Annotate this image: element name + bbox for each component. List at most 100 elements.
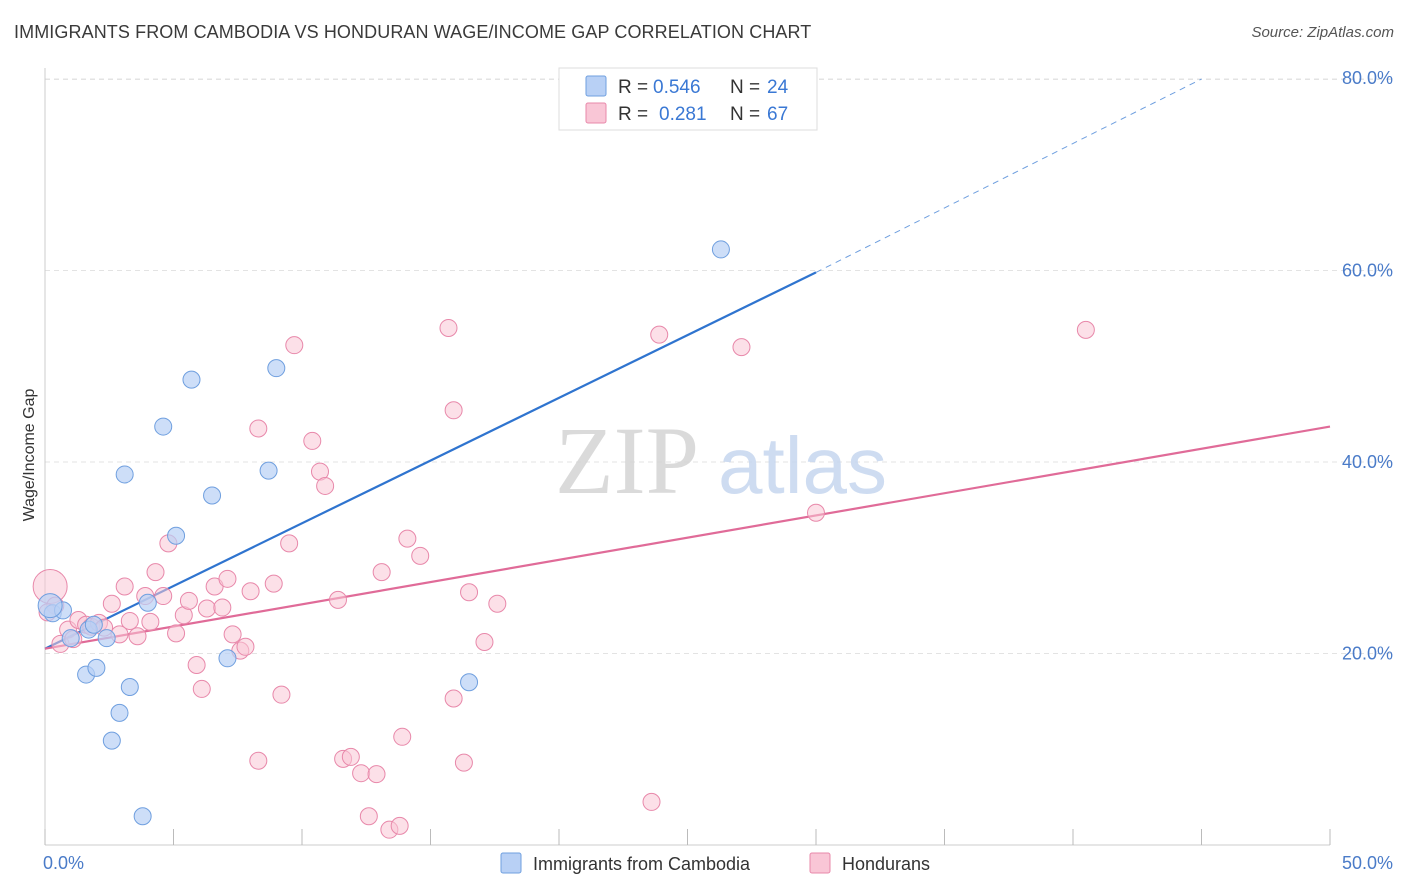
point-hondurans [444,401,463,420]
point-hondurans [102,594,121,613]
watermark: ZIP atlas [555,407,887,514]
point-cambodia [182,370,201,389]
legend-r-label-2: R = [618,104,648,125]
point-hondurans [393,727,412,746]
point-cambodia [87,658,106,677]
point-cambodia [711,240,730,259]
point-hondurans [475,633,494,652]
point-hondurans [141,612,160,631]
point-hondurans [120,611,139,630]
point-cambodia [61,629,80,648]
point-hondurans [249,751,268,770]
trend-lines [44,78,1331,650]
gridlines [45,78,1392,654]
y-tick-label: 60.0% [1342,261,1393,281]
source-label: Source: ZipAtlas.com [1251,24,1394,41]
point-cambodia [110,703,129,722]
y-tick-label: 40.0% [1342,452,1393,472]
point-hondurans [115,577,134,596]
point-hondurans [218,569,237,588]
legend-n-value-1: 24 [767,77,789,98]
point-hondurans [732,338,751,357]
point-hondurans [650,325,669,344]
point-cambodia [84,615,103,634]
bottom-legend-label-blue: Immigrants from Cambodia [533,854,751,874]
legend-swatch-pink [585,102,607,124]
legend-n-label-1: N = [730,77,760,98]
point-hondurans [179,591,198,610]
x-tick-label: 0.0% [43,853,84,873]
point-hondurans [398,529,417,548]
point-cambodia [203,486,222,505]
point-hondurans [236,637,255,656]
point-hondurans [187,655,206,674]
point-cambodia [167,526,186,545]
point-hondurans [223,625,242,644]
point-hondurans [316,476,335,495]
point-cambodia [97,629,116,648]
point-hondurans [280,534,299,553]
point-hondurans [192,679,211,698]
chart-title: IMMIGRANTS FROM CAMBODIA VS HONDURAN WAG… [14,22,812,42]
point-hondurans [411,546,430,565]
data-points [32,240,1095,839]
point-hondurans [454,753,473,772]
trend-line-hondurans [44,425,1331,650]
point-hondurans [241,582,260,601]
point-hondurans [249,419,268,438]
point-hondurans [359,807,378,826]
watermark-zip: ZIP [555,407,699,514]
bottom-legend: Immigrants from Cambodia Hondurans [500,852,930,874]
point-hondurans [146,563,165,582]
point-hondurans [328,590,347,609]
tick-labels: 20.0% 40.0% 60.0% 80.0% 0.0% 50.0% [43,68,1393,873]
legend: R = 0.546 N = 24 R = 0.281 N = 67 [558,67,818,131]
y-tick-label: 20.0% [1342,644,1393,664]
point-hondurans [390,816,409,835]
point-hondurans [352,764,371,783]
legend-r-value-1: 0.546 [653,77,701,98]
point-hondurans [642,792,661,811]
x-tick-label: 50.0% [1342,853,1393,873]
point-cambodia [120,678,139,697]
point-hondurans [367,765,386,784]
point-hondurans [1076,320,1095,339]
axes [44,68,1331,846]
point-cambodia [218,649,237,668]
point-hondurans [213,598,232,617]
y-axis-label: Wage/Income Gap [21,389,38,522]
point-hondurans [154,587,173,606]
point-cambodia [138,593,157,612]
bottom-legend-label-pink: Hondurans [842,854,930,874]
point-hondurans [460,583,479,602]
legend-n-value-2: 67 [767,104,788,125]
legend-n-label-2: N = [730,104,760,125]
point-cambodia [460,673,479,692]
point-hondurans [285,336,304,355]
point-hondurans [444,689,463,708]
bottom-legend-swatch-pink [809,852,831,874]
legend-r-value-2: 0.281 [659,104,707,125]
point-cambodia [259,461,278,480]
point-hondurans [372,563,391,582]
point-cambodia [154,417,173,436]
point-cambodia [115,465,134,484]
point-hondurans [341,747,360,766]
point-cambodia [102,731,121,750]
legend-swatch-blue [585,75,607,97]
point-hondurans [264,574,283,593]
watermark-atlas: atlas [718,421,887,510]
point-cambodia [133,807,152,826]
bottom-legend-swatch-blue [500,852,522,874]
point-hondurans [303,431,322,450]
point-cambodia [37,593,63,619]
point-hondurans [167,624,186,643]
point-cambodia [267,359,286,378]
legend-r-label-1: R = [618,77,648,98]
trend-line-cambodia-extension [815,78,1202,273]
point-hondurans [128,627,147,646]
point-hondurans [439,318,458,337]
trend-line-cambodia [44,271,817,650]
point-hondurans [197,599,216,618]
